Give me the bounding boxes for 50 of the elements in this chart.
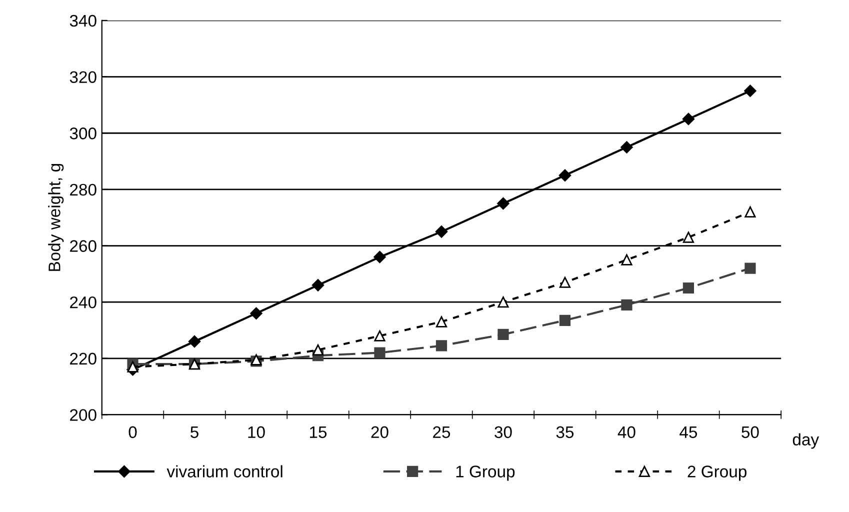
point bbox=[744, 262, 756, 274]
legend-label: vivarium control bbox=[166, 465, 282, 478]
point bbox=[744, 206, 756, 218]
point bbox=[374, 330, 386, 342]
legend-label: 2 Group bbox=[688, 466, 746, 481]
point bbox=[436, 340, 448, 352]
x-axis-title: day bbox=[792, 433, 820, 449]
point bbox=[374, 250, 386, 264]
x-tick-label: 35 bbox=[556, 426, 574, 438]
point bbox=[498, 328, 509, 340]
x-tick-label: 0 bbox=[128, 426, 137, 438]
y-tick-label: 300 bbox=[70, 128, 96, 140]
x-tick-label: 40 bbox=[618, 426, 636, 438]
point bbox=[682, 282, 694, 294]
y-tick-label: 320 bbox=[70, 71, 96, 84]
point bbox=[682, 112, 695, 126]
point bbox=[312, 344, 324, 356]
point bbox=[621, 254, 632, 266]
y-tick-label: 340 bbox=[70, 14, 96, 27]
x-tick-label: 15 bbox=[310, 426, 327, 438]
point bbox=[435, 226, 448, 238]
point bbox=[188, 335, 201, 348]
x-tick-label: 25 bbox=[433, 426, 450, 438]
point bbox=[312, 279, 324, 292]
x-tick-label: 45 bbox=[680, 426, 698, 438]
point bbox=[682, 232, 694, 243]
point bbox=[621, 299, 632, 310]
point bbox=[620, 141, 633, 154]
y-tick-label: 280 bbox=[70, 184, 96, 196]
point bbox=[744, 84, 756, 97]
point bbox=[374, 347, 386, 358]
legend-label: 1 Group bbox=[456, 466, 515, 481]
x-tick-label: 5 bbox=[190, 426, 198, 438]
x-tick-label: 20 bbox=[371, 426, 388, 438]
point bbox=[559, 276, 571, 288]
point bbox=[436, 316, 448, 328]
point bbox=[250, 307, 262, 320]
x-tick-label: 50 bbox=[742, 426, 759, 438]
point bbox=[559, 314, 571, 326]
point bbox=[498, 296, 509, 308]
point bbox=[558, 169, 572, 182]
x-tick-label: 10 bbox=[248, 426, 265, 438]
y-tick-label: 260 bbox=[70, 240, 96, 252]
point bbox=[497, 197, 510, 210]
x-tick-label: 30 bbox=[494, 426, 512, 438]
point bbox=[127, 361, 138, 372]
y-axis-title: Body weight, g bbox=[48, 164, 64, 271]
y-tick-label: 200 bbox=[70, 409, 96, 421]
y-tick-label: 240 bbox=[70, 296, 96, 308]
y-tick-label: 220 bbox=[70, 352, 96, 365]
